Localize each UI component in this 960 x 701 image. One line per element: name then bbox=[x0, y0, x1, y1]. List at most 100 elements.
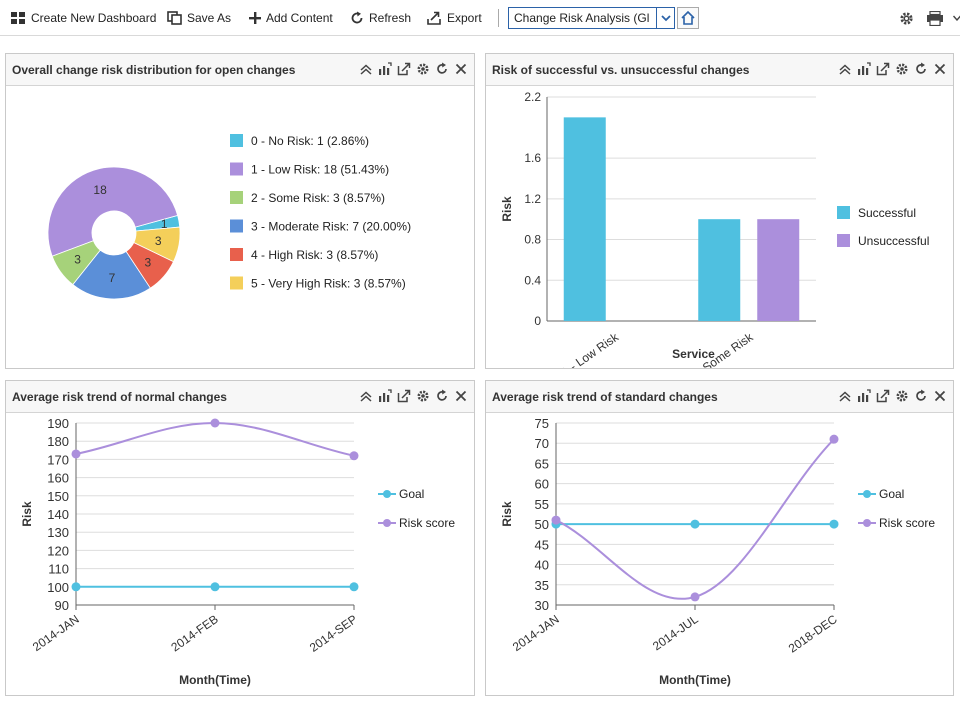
popout-icon[interactable] bbox=[876, 389, 890, 403]
refresh-icon bbox=[351, 11, 363, 24]
data-point bbox=[690, 519, 700, 529]
legend-marker bbox=[383, 519, 391, 527]
create-dashboard-label: Create New Dashboard bbox=[31, 11, 157, 25]
chevron-down-icon[interactable] bbox=[656, 8, 674, 28]
more-dropdown-button[interactable] bbox=[953, 8, 960, 28]
refresh-icon[interactable] bbox=[435, 62, 449, 76]
save-as-label: Save As bbox=[187, 11, 232, 25]
collapse-icon[interactable] bbox=[359, 389, 373, 403]
collapse-icon[interactable] bbox=[838, 389, 852, 403]
y-axis-title: Risk bbox=[500, 501, 514, 527]
close-icon[interactable] bbox=[933, 389, 947, 403]
x-tick-label: 2014-SEP bbox=[307, 612, 360, 655]
gear-icon[interactable] bbox=[895, 62, 909, 76]
settings-button[interactable] bbox=[899, 8, 914, 28]
pie-data-label: 3 bbox=[155, 234, 162, 248]
line-chart: 30 35 40 45 50 55 60 65 70 75 2014-JAN 2014-JUL 2018… bbox=[500, 416, 935, 687]
set-home-button[interactable] bbox=[677, 7, 699, 29]
panel-title: Average risk trend of normal changes bbox=[12, 390, 227, 404]
data-point bbox=[551, 515, 561, 525]
dashboard-select[interactable]: Change Risk Analysis (Gl bbox=[508, 7, 675, 29]
y-tick-label: 90 bbox=[55, 598, 69, 613]
legend-label: Goal bbox=[879, 487, 904, 501]
y-tick-label: 50 bbox=[535, 517, 549, 532]
refresh-label: Refresh bbox=[369, 11, 412, 25]
chart-type-icon[interactable] bbox=[857, 62, 871, 76]
data-point bbox=[829, 434, 839, 444]
export-label: Export bbox=[447, 11, 482, 25]
close-icon[interactable] bbox=[454, 62, 468, 76]
chevron-down-icon bbox=[953, 15, 960, 21]
legend-marker bbox=[863, 490, 871, 498]
y-tick-label: 30 bbox=[535, 598, 549, 613]
y-tick-label: 1.2 bbox=[524, 192, 541, 206]
legend-label: Risk score bbox=[399, 516, 455, 530]
create-dashboard-button[interactable]: Create New Dashboard bbox=[11, 8, 156, 28]
add-content-label: Add Content bbox=[266, 11, 333, 25]
refresh-button[interactable]: Refresh bbox=[350, 8, 411, 28]
y-tick-label: 1.6 bbox=[524, 151, 541, 165]
y-axis-title: Risk bbox=[20, 501, 34, 527]
y-tick-label: 65 bbox=[535, 456, 549, 471]
refresh-icon[interactable] bbox=[914, 62, 928, 76]
y-tick-label: 70 bbox=[535, 436, 549, 451]
legend-swatch bbox=[230, 219, 243, 233]
close-icon[interactable] bbox=[454, 389, 468, 403]
panel-normal-changes-trend: Average risk trend of normal changes 90 1… bbox=[5, 380, 475, 696]
y-tick-label: 150 bbox=[47, 489, 69, 504]
legend-swatch bbox=[230, 276, 243, 290]
pie-slice bbox=[47, 166, 179, 257]
gear-icon[interactable] bbox=[416, 62, 430, 76]
gear-icon[interactable] bbox=[895, 389, 909, 403]
legend-label: 3 - Moderate Risk: 7 (20.00%) bbox=[251, 220, 411, 234]
panel-success-vs-unsuccess: Risk of successful vs. unsuccessful chan… bbox=[485, 53, 954, 369]
y-tick-label: 45 bbox=[535, 537, 549, 552]
collapse-icon[interactable] bbox=[838, 62, 852, 76]
y-axis-title: Risk bbox=[500, 196, 514, 222]
data-point bbox=[210, 582, 220, 592]
popout-icon[interactable] bbox=[876, 62, 890, 76]
save-as-icon bbox=[167, 11, 182, 25]
x-axis-title: Service bbox=[672, 347, 715, 361]
legend-marker bbox=[383, 490, 391, 498]
add-content-button[interactable]: Add Content bbox=[249, 8, 333, 28]
popout-icon[interactable] bbox=[397, 62, 411, 76]
export-icon bbox=[427, 11, 441, 25]
gear-icon[interactable] bbox=[416, 389, 430, 403]
save-as-button[interactable]: Save As bbox=[167, 8, 231, 28]
legend-label: 1 - Low Risk: 18 (51.43%) bbox=[251, 163, 389, 177]
data-point bbox=[71, 449, 81, 459]
pie-data-label: 3 bbox=[74, 252, 81, 266]
chart-type-icon[interactable] bbox=[857, 389, 871, 403]
panel-risk-distribution: Overall change risk distribution for ope… bbox=[5, 53, 475, 369]
popout-icon[interactable] bbox=[397, 389, 411, 403]
home-icon bbox=[681, 11, 695, 25]
y-tick-label: 2.2 bbox=[524, 90, 541, 104]
bar bbox=[563, 117, 606, 321]
collapse-icon[interactable] bbox=[359, 62, 373, 76]
refresh-icon[interactable] bbox=[914, 389, 928, 403]
refresh-icon[interactable] bbox=[435, 389, 449, 403]
legend-label: 5 - Very High Risk: 3 (8.57%) bbox=[251, 277, 406, 291]
data-point bbox=[349, 451, 359, 461]
panel-title: Average risk trend of standard changes bbox=[492, 390, 718, 404]
print-button[interactable] bbox=[926, 8, 944, 28]
legend-label: 2 - Some Risk: 3 (8.57%) bbox=[251, 191, 385, 205]
chart-type-icon[interactable] bbox=[378, 62, 392, 76]
export-button[interactable]: Export bbox=[427, 8, 482, 28]
y-tick-label: 60 bbox=[535, 477, 549, 492]
y-tick-label: 170 bbox=[47, 452, 69, 467]
plus-icon bbox=[249, 12, 261, 24]
close-icon[interactable] bbox=[933, 62, 947, 76]
x-tick-label: 2014-FEB bbox=[168, 612, 220, 654]
y-tick-label: 40 bbox=[535, 558, 549, 573]
legend-swatch bbox=[837, 206, 850, 219]
bar bbox=[698, 219, 741, 321]
legend-label: Unsuccessful bbox=[858, 234, 929, 248]
legend-label: 4 - High Risk: 3 (8.57%) bbox=[251, 248, 378, 262]
y-tick-label: 100 bbox=[47, 580, 69, 595]
pie-data-label: 1 bbox=[161, 217, 168, 231]
chart-type-icon[interactable] bbox=[378, 389, 392, 403]
data-point bbox=[349, 582, 359, 592]
y-tick-label: 190 bbox=[47, 416, 69, 431]
